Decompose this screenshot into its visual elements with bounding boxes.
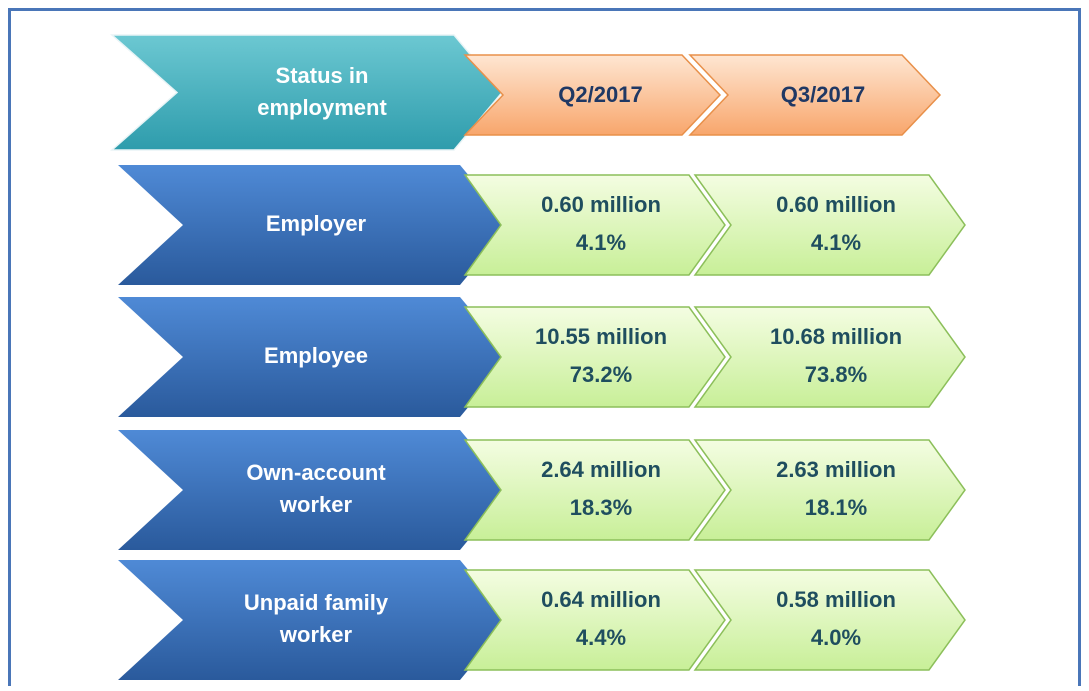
- header-label: employment: [257, 95, 387, 120]
- value-text: 2.64 million: [541, 457, 661, 482]
- value-text: 4.4%: [576, 625, 626, 650]
- row-label: Own-account: [246, 460, 386, 485]
- value-text: 10.55 million: [535, 324, 667, 349]
- value-text: 18.3%: [570, 495, 632, 520]
- value-chevron: [463, 439, 726, 541]
- row-label: worker: [279, 622, 353, 647]
- row-chevron: [118, 165, 510, 285]
- value-text: 4.1%: [811, 230, 861, 255]
- value-chevron: [693, 174, 966, 276]
- row-chevron: [118, 430, 510, 550]
- value-chevron: [463, 306, 726, 408]
- value-text: 0.64 million: [541, 587, 661, 612]
- period-label: Q3/2017: [781, 82, 865, 107]
- value-chevron: [693, 306, 966, 408]
- value-text: 10.68 million: [770, 324, 902, 349]
- row-chevron: [118, 297, 510, 417]
- value-text: 18.1%: [805, 495, 867, 520]
- value-chevron: [463, 569, 726, 671]
- row-chevron: [118, 560, 510, 680]
- value-text: 4.1%: [576, 230, 626, 255]
- value-chevron: [463, 174, 726, 276]
- header-chevron: [110, 34, 503, 151]
- row-label: Employee: [264, 343, 368, 368]
- row-label: worker: [279, 492, 353, 517]
- value-text: 0.58 million: [776, 587, 896, 612]
- row-label: Employer: [266, 211, 367, 236]
- header-label: Status in: [276, 63, 369, 88]
- value-chevron: [693, 439, 966, 541]
- value-text: 0.60 million: [776, 192, 896, 217]
- value-text: 73.2%: [570, 362, 632, 387]
- period-chevron: [688, 54, 942, 136]
- value-text: 0.60 million: [541, 192, 661, 217]
- value-text: 73.8%: [805, 362, 867, 387]
- row-label: Unpaid family: [244, 590, 389, 615]
- value-chevron: [693, 569, 966, 671]
- value-text: 4.0%: [811, 625, 861, 650]
- period-label: Q2/2017: [558, 82, 642, 107]
- value-text: 2.63 million: [776, 457, 896, 482]
- period-chevron: [463, 54, 722, 136]
